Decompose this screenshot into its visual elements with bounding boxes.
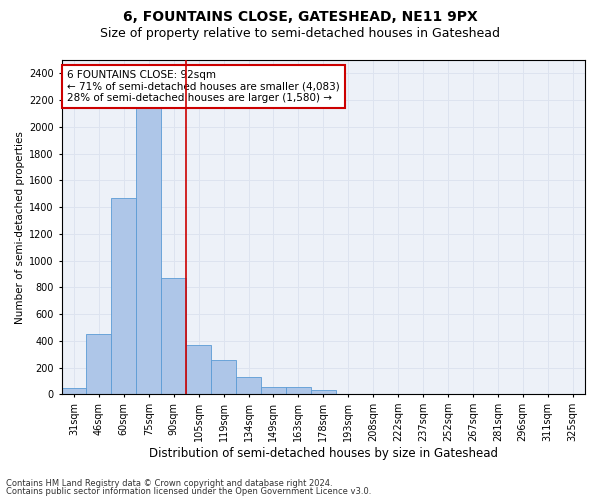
Bar <box>261 387 286 394</box>
Bar <box>311 390 336 394</box>
Text: 6 FOUNTAINS CLOSE: 92sqm
← 71% of semi-detached houses are smaller (4,083)
28% o: 6 FOUNTAINS CLOSE: 92sqm ← 71% of semi-d… <box>67 70 340 103</box>
X-axis label: Distribution of semi-detached houses by size in Gateshead: Distribution of semi-detached houses by … <box>149 447 498 460</box>
Y-axis label: Number of semi-detached properties: Number of semi-detached properties <box>15 130 25 324</box>
Text: Contains HM Land Registry data © Crown copyright and database right 2024.: Contains HM Land Registry data © Crown c… <box>6 478 332 488</box>
Bar <box>236 377 261 394</box>
Text: Size of property relative to semi-detached houses in Gateshead: Size of property relative to semi-detach… <box>100 28 500 40</box>
Text: Contains public sector information licensed under the Open Government Licence v3: Contains public sector information licen… <box>6 487 371 496</box>
Bar <box>62 388 86 394</box>
Bar <box>86 334 112 394</box>
Bar <box>286 387 311 394</box>
Bar <box>136 86 161 395</box>
Bar <box>211 360 236 394</box>
Bar <box>161 278 186 394</box>
Text: 6, FOUNTAINS CLOSE, GATESHEAD, NE11 9PX: 6, FOUNTAINS CLOSE, GATESHEAD, NE11 9PX <box>122 10 478 24</box>
Bar <box>112 198 136 394</box>
Bar <box>186 345 211 395</box>
